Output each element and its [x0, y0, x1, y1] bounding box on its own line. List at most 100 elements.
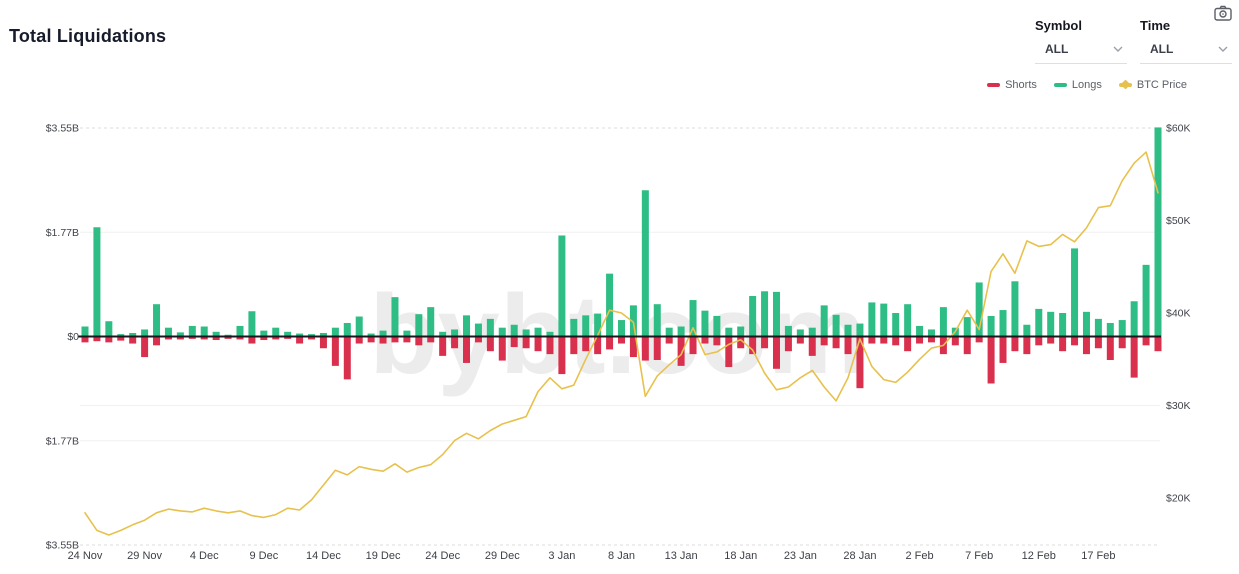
long-bar	[1035, 308, 1043, 337]
short-bar	[331, 336, 339, 366]
short-bar	[474, 336, 482, 343]
long-bar	[975, 282, 983, 337]
y-right-tick-label: $60K	[1166, 123, 1191, 135]
short-bar	[844, 336, 852, 355]
long-bar	[963, 317, 971, 337]
symbol-select-value: ALL	[1045, 42, 1069, 56]
short-bar	[439, 336, 447, 356]
long-bar	[319, 332, 327, 337]
btc-price-line	[84, 151, 1159, 536]
long-bar	[880, 303, 888, 337]
x-tick-label: 9 Dec	[249, 550, 278, 562]
symbol-filter-label: Symbol	[1035, 18, 1082, 33]
shorts-marker-icon	[987, 83, 1001, 87]
short-bar	[677, 336, 685, 366]
legend-item-btc-price[interactable]: BTC Price	[1118, 79, 1187, 91]
short-bar	[820, 336, 828, 346]
long-bar	[463, 315, 471, 337]
long-bar	[355, 316, 363, 337]
short-bar	[653, 336, 661, 360]
y-left-tick-label: $3.55B	[46, 123, 79, 135]
x-tick-label: 29 Nov	[127, 550, 162, 562]
legend-label-longs: Longs	[1071, 79, 1102, 91]
short-bar	[868, 336, 876, 344]
short-bar	[832, 336, 840, 349]
short-bar	[1154, 336, 1162, 352]
x-tick-label: 4 Dec	[190, 550, 219, 562]
long-bar	[868, 302, 876, 337]
short-bar	[701, 336, 709, 344]
screenshot-camera-button[interactable]	[1213, 4, 1233, 22]
long-bar	[761, 291, 769, 337]
legend-item-shorts[interactable]: Shorts	[987, 79, 1037, 91]
short-bar	[892, 336, 900, 346]
chart-legend: Shorts Longs BTC Price	[987, 79, 1187, 91]
long-bar	[153, 304, 161, 337]
short-bar	[117, 336, 125, 341]
long-bar	[451, 329, 459, 337]
short-bar	[522, 336, 530, 349]
long-bar	[784, 325, 792, 337]
long-bar	[1094, 318, 1102, 337]
short-bar	[367, 336, 375, 343]
short-bar	[749, 336, 757, 355]
short-bar	[319, 336, 327, 349]
long-bar	[546, 331, 554, 337]
camera-icon	[1214, 5, 1232, 21]
long-bar	[427, 307, 435, 337]
short-bar	[784, 336, 792, 352]
legend-item-longs[interactable]: Longs	[1053, 79, 1102, 91]
short-bar	[105, 336, 113, 343]
y-left-tick-label: $3.55B	[46, 540, 79, 552]
long-bar	[212, 331, 220, 337]
short-bar	[153, 336, 161, 346]
short-bar	[987, 336, 995, 384]
short-bar	[164, 336, 172, 340]
short-bar	[272, 336, 280, 340]
long-bar	[176, 332, 184, 337]
symbol-filter: Symbol ALL	[1035, 18, 1127, 64]
short-bar	[558, 336, 566, 375]
chevron-down-icon	[1113, 46, 1123, 52]
time-filter: Time ALL	[1140, 18, 1232, 64]
long-bar	[141, 329, 149, 337]
short-bar	[534, 336, 542, 352]
short-bar	[629, 336, 637, 358]
short-bar	[963, 336, 971, 355]
long-bar	[1023, 324, 1031, 337]
short-bar	[296, 336, 304, 344]
short-bar	[129, 336, 137, 344]
long-bar	[999, 310, 1007, 337]
long-bar	[498, 327, 506, 337]
long-bar	[916, 325, 924, 337]
short-bar	[1059, 336, 1067, 352]
y-right-tick-label: $20K	[1166, 493, 1191, 505]
x-tick-label: 23 Jan	[784, 550, 817, 562]
symbol-select[interactable]: ALL	[1035, 42, 1127, 64]
long-bar	[570, 318, 578, 337]
long-bar	[582, 315, 590, 337]
long-bar	[367, 333, 375, 337]
long-bar	[331, 327, 339, 337]
long-bar	[1118, 320, 1126, 337]
legend-label-btc-price: BTC Price	[1136, 79, 1187, 91]
short-bar	[141, 336, 149, 358]
long-bar	[1071, 248, 1079, 337]
long-bar	[904, 304, 912, 337]
x-tick-label: 19 Dec	[366, 550, 401, 562]
y-right-tick-label: $40K	[1166, 308, 1191, 320]
long-bar	[391, 297, 399, 337]
long-bar	[474, 323, 482, 337]
short-bar	[427, 336, 435, 343]
gridlines	[80, 127, 1160, 546]
long-bar	[164, 327, 172, 337]
short-bar	[1035, 336, 1043, 346]
x-tick-label: 29 Dec	[485, 550, 520, 562]
long-bar	[272, 327, 280, 337]
long-bar	[308, 334, 316, 337]
time-select[interactable]: ALL	[1140, 42, 1232, 64]
short-bar	[1106, 336, 1114, 360]
long-bar	[796, 329, 804, 337]
short-bar	[1023, 336, 1031, 355]
